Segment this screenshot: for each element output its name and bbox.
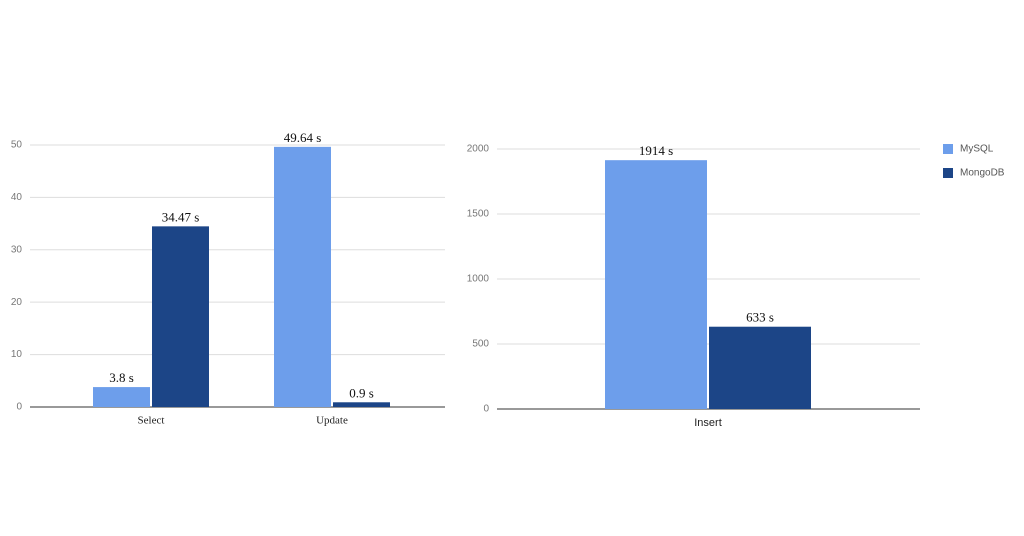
bar xyxy=(333,402,390,407)
value-label: 633 s xyxy=(746,310,774,325)
y-tick-label: 2000 xyxy=(467,144,490,155)
y-tick-label: 0 xyxy=(483,404,489,415)
value-label: 34.47 s xyxy=(162,209,200,224)
y-tick-label: 20 xyxy=(11,297,23,308)
bar xyxy=(274,146,331,408)
legend-swatch xyxy=(943,144,953,154)
legend-label: MongoDB xyxy=(960,168,1005,179)
bar xyxy=(152,226,209,407)
x-tick-label: Insert xyxy=(694,417,722,429)
y-tick-label: 50 xyxy=(11,140,23,151)
bar xyxy=(93,387,150,407)
y-tick-label: 1000 xyxy=(467,274,490,285)
legend-label: MySQL xyxy=(960,144,994,155)
value-label: 3.8 s xyxy=(109,370,134,385)
x-tick-label: Update xyxy=(316,415,348,427)
x-tick-label: Select xyxy=(138,415,165,427)
y-tick-label: 1500 xyxy=(467,209,490,220)
y-tick-label: 40 xyxy=(11,192,23,203)
value-label: 1914 s xyxy=(639,143,673,158)
bar xyxy=(709,326,811,409)
value-label: 0.9 s xyxy=(349,385,374,400)
y-tick-label: 0 xyxy=(16,402,22,413)
value-label: 49.64 s xyxy=(284,130,322,145)
y-tick-label: 10 xyxy=(11,349,23,360)
y-tick-label: 30 xyxy=(11,244,23,255)
bar xyxy=(605,160,707,409)
legend-swatch xyxy=(943,168,953,178)
y-tick-label: 500 xyxy=(472,339,489,350)
